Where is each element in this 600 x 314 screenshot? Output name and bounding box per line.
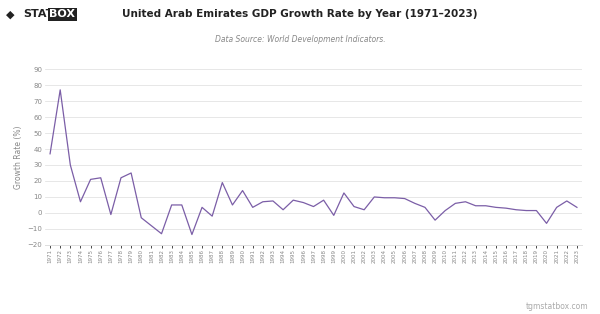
Text: United Arab Emirates GDP Growth Rate by Year (1971–2023): United Arab Emirates GDP Growth Rate by …	[122, 9, 478, 19]
Text: STAT: STAT	[23, 9, 53, 19]
Text: ◆: ◆	[6, 9, 14, 19]
Text: tgmstatbox.com: tgmstatbox.com	[526, 302, 588, 311]
Text: BOX: BOX	[49, 9, 75, 19]
Y-axis label: Growth Rate (%): Growth Rate (%)	[14, 125, 23, 189]
Text: Data Source: World Development Indicators.: Data Source: World Development Indicator…	[215, 35, 385, 44]
